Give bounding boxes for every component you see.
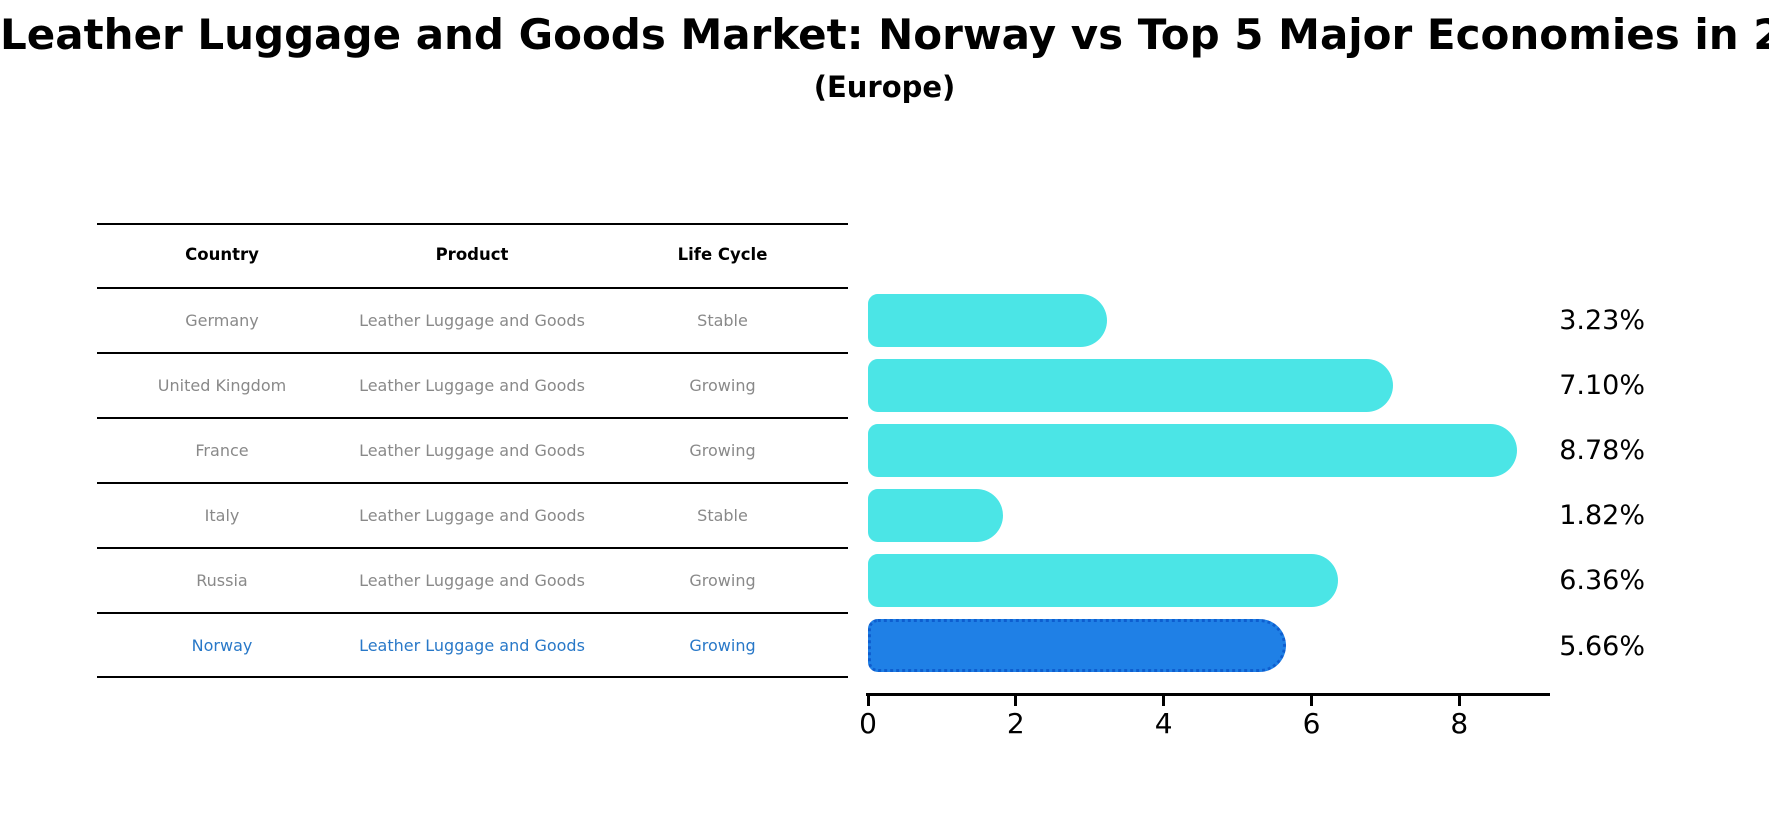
bar-russia	[868, 554, 1339, 607]
product-cell: Leather Luggage and Goods	[359, 570, 585, 590]
table-header-row: Country Product Life Cycle	[97, 223, 848, 288]
tick-mark	[1162, 696, 1166, 706]
country-cell: France	[195, 440, 249, 460]
tick-label: 8	[1450, 707, 1469, 740]
table-row-norway: Norway Leather Luggage and Goods Growing	[97, 613, 848, 678]
table-border-line	[97, 223, 848, 225]
table-border-line	[97, 547, 848, 549]
product-cell: Leather Luggage and Goods	[359, 635, 585, 655]
comparison-table: Country Product Life Cycle Germany Leath…	[97, 223, 848, 678]
country-cell: United Kingdom	[157, 375, 287, 395]
table-border-line	[97, 352, 848, 354]
product-cell: Leather Luggage and Goods	[359, 505, 585, 525]
tick-mark	[1310, 696, 1313, 706]
life-cycle-cell: Stable	[697, 310, 748, 330]
column-header-country: Country	[185, 245, 259, 265]
bar-norway-highlighted	[868, 619, 1287, 672]
value-label-italy: 1.82%	[1559, 500, 1645, 531]
tick-label: 4	[1154, 707, 1173, 740]
value-label-germany: 3.23%	[1559, 305, 1645, 336]
tick-mark	[866, 696, 870, 706]
life-cycle-cell: Growing	[689, 375, 756, 395]
table-border-line	[97, 417, 848, 419]
product-cell: Leather Luggage and Goods	[359, 375, 585, 395]
column-header-life-cycle: Life Cycle	[677, 245, 768, 265]
value-label-france: 8.78%	[1559, 435, 1645, 466]
table-border-line	[97, 287, 848, 289]
table-row-russia: Russia Leather Luggage and Goods Growing	[97, 548, 848, 613]
chart-title: Leather Luggage and Goods Market: Norway…	[0, 10, 1769, 59]
tick-label: 0	[859, 707, 877, 740]
product-cell: Leather Luggage and Goods	[359, 310, 585, 330]
tick-mark	[1014, 696, 1018, 706]
tick-label: 2	[1006, 707, 1025, 740]
table-border-line	[97, 676, 848, 678]
x-axis-line	[866, 693, 1550, 696]
life-cycle-cell: Growing	[689, 570, 756, 590]
table-row-france: France Leather Luggage and Goods Growing	[97, 418, 848, 483]
value-label-russia: 6.36%	[1559, 565, 1645, 596]
bar-united-kingdom	[868, 359, 1393, 412]
life-cycle-cell: Stable	[697, 505, 748, 525]
product-cell: Leather Luggage and Goods	[359, 440, 585, 460]
country-cell: Russia	[196, 570, 248, 590]
value-label-norway: 5.66%	[1559, 631, 1645, 662]
country-cell: Germany	[185, 310, 259, 330]
table-border-line	[97, 482, 848, 484]
table-row-united-kingdom: United Kingdom Leather Luggage and Goods…	[97, 353, 848, 418]
country-cell: Norway	[191, 635, 253, 655]
chart-subtitle: (Europe)	[813, 70, 956, 104]
tick-mark	[1457, 696, 1461, 706]
bar-germany	[868, 294, 1107, 347]
bar-italy	[868, 489, 1003, 542]
life-cycle-cell: Growing	[689, 440, 756, 460]
column-header-product: Product	[435, 245, 509, 265]
country-cell: Italy	[204, 505, 240, 525]
table-row-italy: Italy Leather Luggage and Goods Stable	[97, 483, 848, 548]
table-row-germany: Germany Leather Luggage and Goods Stable	[97, 288, 848, 353]
bar-france	[868, 424, 1517, 477]
life-cycle-cell: Growing	[689, 635, 756, 655]
value-label-united-kingdom: 7.10%	[1559, 370, 1645, 401]
tick-label: 6	[1302, 707, 1321, 740]
table-border-line	[97, 612, 848, 614]
